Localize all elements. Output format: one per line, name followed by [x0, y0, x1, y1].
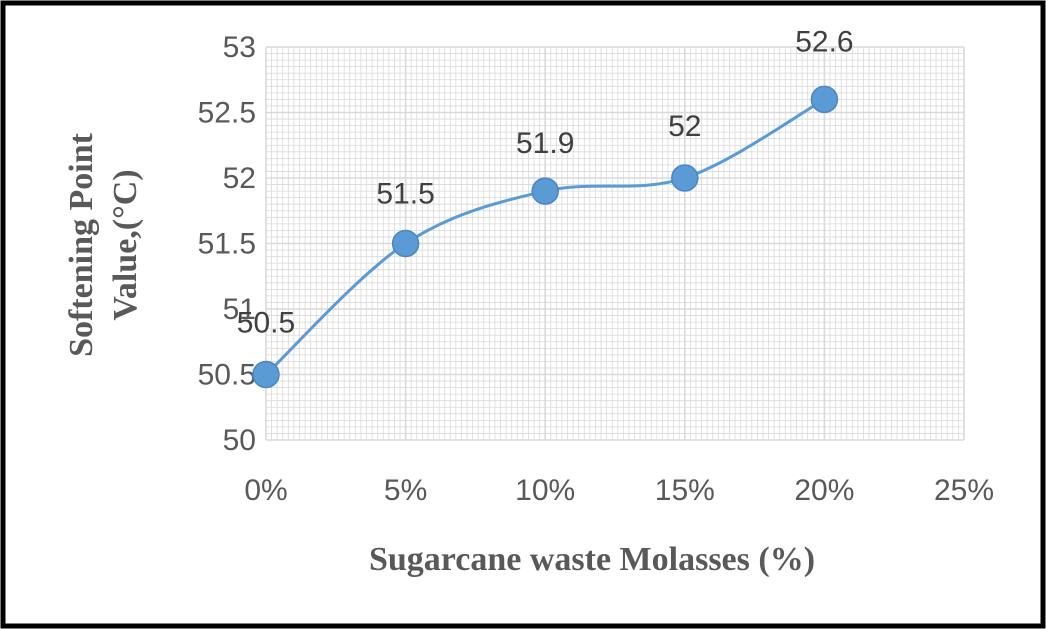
y-tick-label: 53	[223, 31, 256, 64]
x-axis-ticks: 0% 5% 10% 15% 20% 25%	[244, 474, 994, 507]
data-point	[810, 85, 839, 114]
x-tick-label: 0%	[244, 474, 287, 507]
y-tick-label: 51.5	[198, 228, 256, 261]
data-label: 51.5	[376, 178, 434, 211]
data-points	[252, 85, 839, 389]
data-label: 51.9	[516, 127, 574, 160]
x-tick-label: 15%	[655, 474, 715, 507]
data-label: 52	[668, 110, 701, 143]
x-tick-label: 25%	[934, 474, 994, 507]
y-tick-label: 50	[223, 424, 256, 457]
gridlines	[265, 46, 965, 441]
x-axis-title: Sugarcane waste Molasses (%)	[369, 541, 815, 578]
x-tick-label: 5%	[384, 474, 427, 507]
y-axis-title-line1: Softening Point	[63, 132, 100, 357]
data-point	[391, 229, 420, 258]
data-point	[252, 360, 280, 389]
y-tick-label: 52.5	[198, 97, 256, 130]
x-tick-label: 20%	[794, 474, 854, 507]
data-label: 52.6	[795, 25, 853, 58]
data-labels: 50.5 51.5 51.9 52 52.6	[237, 25, 854, 339]
y-tick-label: 50.5	[198, 359, 256, 392]
y-axis-ticks: 50 50.5 51 51.5 52 52.5 53	[198, 31, 256, 457]
y-axis-title-line2: Value,(°C)	[107, 169, 144, 320]
data-point	[531, 177, 559, 205]
y-tick-label: 52	[223, 162, 256, 195]
data-point	[671, 164, 699, 192]
x-tick-label: 10%	[515, 474, 575, 507]
y-tick-label: 51	[223, 293, 256, 326]
data-label: 50.5	[237, 307, 295, 340]
